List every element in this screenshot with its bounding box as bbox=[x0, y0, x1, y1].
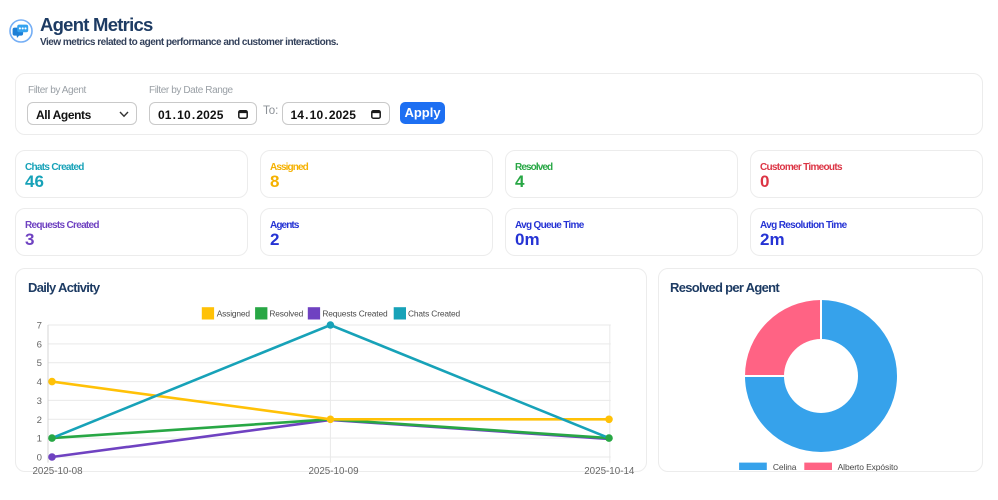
svg-text:3: 3 bbox=[37, 396, 42, 407]
svg-text:2025-10-08: 2025-10-08 bbox=[32, 466, 83, 477]
svg-text:2025-10-09: 2025-10-09 bbox=[308, 466, 358, 477]
svg-text:Resolved: Resolved bbox=[269, 308, 303, 318]
svg-text:4: 4 bbox=[37, 377, 43, 388]
svg-text:Alberto Expósito: Alberto Expósito bbox=[838, 462, 899, 471]
svg-text:5: 5 bbox=[37, 358, 42, 369]
svg-text:Chats Created: Chats Created bbox=[408, 308, 461, 318]
svg-text:2025-10-14: 2025-10-14 bbox=[584, 466, 635, 477]
svg-text:Assigned: Assigned bbox=[217, 308, 251, 318]
svg-text:Requests Created: Requests Created bbox=[322, 308, 388, 318]
svg-text:7: 7 bbox=[37, 321, 42, 332]
svg-text:6: 6 bbox=[37, 339, 42, 350]
svg-text:Celina: Celina bbox=[773, 462, 797, 471]
svg-text:1: 1 bbox=[37, 434, 42, 445]
svg-text:0: 0 bbox=[37, 453, 42, 464]
svg-text:2: 2 bbox=[37, 415, 42, 426]
